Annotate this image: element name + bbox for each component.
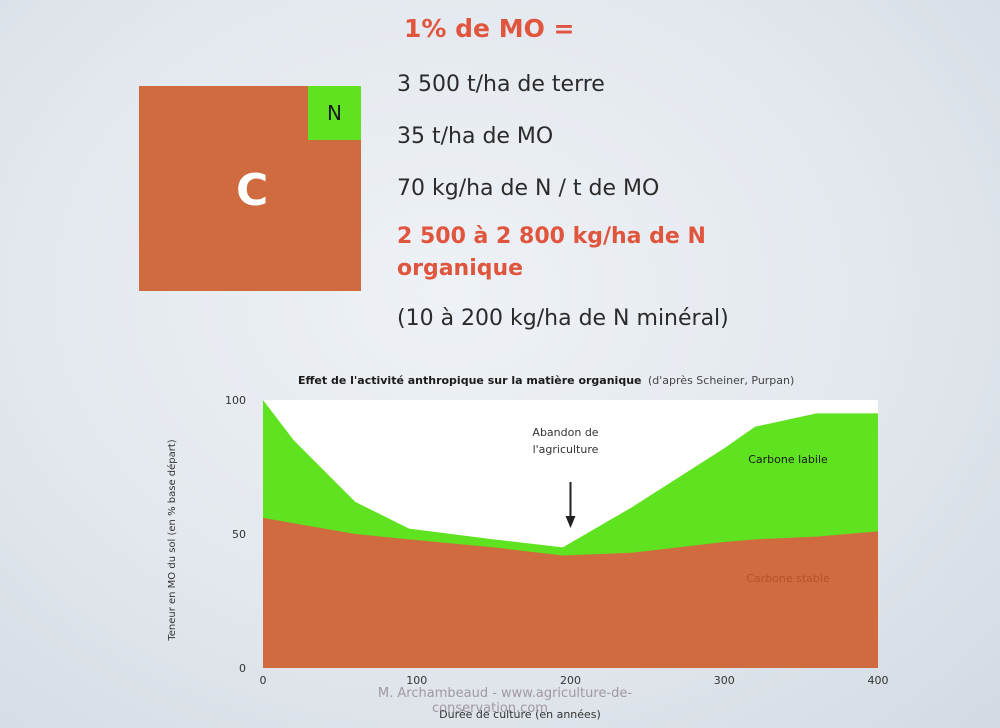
fact-line-mineral-n: (10 à 200 kg/ha de N minéral) [397,306,729,331]
fact-line-organic-n: 2 500 à 2 800 kg/ha de N [397,224,706,249]
carbon-label: C [236,165,269,216]
annotation-arrow-head [565,516,576,528]
fact-line-soil: 3 500 t/ha de terre [397,72,605,97]
nitrogen-label: N [327,101,342,125]
y-tick-label: 50 [232,528,246,541]
x-tick-label: 100 [406,674,427,687]
y-axis-label: Teneur en MO du sol (en % base départ) [166,439,178,641]
y-tick-label: 100 [225,394,246,407]
fact-line-mo: 35 t/ha de MO [397,124,554,149]
y-tick-label: 0 [239,662,246,675]
slide-title: 1% de MO = [404,14,575,43]
x-tick-label: 0 [260,674,267,687]
x-axis-label: Durée de culture (en années) [439,708,601,721]
x-tick-label: 200 [560,674,581,687]
watermark-line2: conservation.com [432,701,548,716]
x-tick-label: 300 [714,674,735,687]
fact-line-n-per-mo: 70 kg/ha de N / t de MO [397,176,660,201]
series-label-carbone-labile: Carbone labile [748,453,828,466]
nitrogen-box: N [308,86,361,140]
annotation-line1: Abandon de [532,426,598,439]
chart-subtitle: (d'après Scheiner, Purpan) [648,374,794,387]
fact-line-organic-word: organique [397,256,524,281]
series-label-carbone-stable: Carbone stable [746,572,830,585]
chart-title: Effet de l'activité anthropique sur la m… [298,374,642,387]
series-area-carbone-stable [263,517,878,668]
organic-matter-chart: Effet de l'activité anthropique sur la m… [166,374,889,721]
watermark-line1: M. Archambeaud - www.agriculture-de- [378,686,632,701]
x-tick-label: 400 [868,674,889,687]
annotation-line2: l'agriculture [533,443,599,456]
